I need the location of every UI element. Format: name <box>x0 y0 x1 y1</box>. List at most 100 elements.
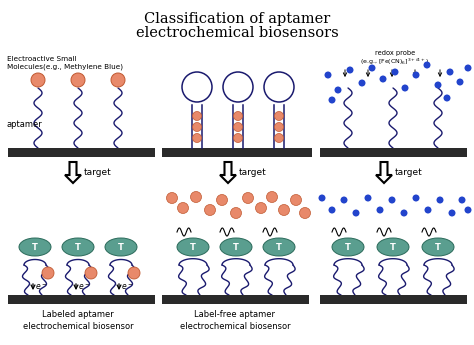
Circle shape <box>71 73 85 87</box>
Text: Classification of aptamer: Classification of aptamer <box>144 12 330 26</box>
Circle shape <box>346 67 354 73</box>
Circle shape <box>392 69 399 76</box>
Circle shape <box>328 207 336 214</box>
Circle shape <box>458 197 465 204</box>
Circle shape <box>234 122 243 131</box>
Circle shape <box>223 72 253 102</box>
Text: $e^-$: $e^-$ <box>35 282 47 292</box>
Circle shape <box>300 207 310 218</box>
Text: T: T <box>233 243 239 252</box>
Circle shape <box>31 73 45 87</box>
Circle shape <box>325 71 331 79</box>
Text: T: T <box>390 243 396 252</box>
Text: T: T <box>75 243 81 252</box>
Circle shape <box>264 72 294 102</box>
Ellipse shape <box>62 238 94 256</box>
Text: Electroactive Small
Molecules(e.g., Methylene Blue): Electroactive Small Molecules(e.g., Meth… <box>7 56 123 70</box>
Bar <box>8 148 155 157</box>
Circle shape <box>204 205 216 216</box>
Circle shape <box>425 207 431 214</box>
Circle shape <box>335 87 341 93</box>
Circle shape <box>234 111 243 120</box>
Text: T: T <box>345 243 351 252</box>
Circle shape <box>353 209 359 217</box>
Circle shape <box>340 197 347 204</box>
Circle shape <box>365 195 372 201</box>
Text: T: T <box>276 243 282 252</box>
Circle shape <box>111 73 125 87</box>
Ellipse shape <box>422 238 454 256</box>
Circle shape <box>412 195 419 201</box>
Circle shape <box>274 122 283 131</box>
FancyArrow shape <box>376 162 392 183</box>
Circle shape <box>358 79 365 87</box>
Text: T: T <box>190 243 196 252</box>
Circle shape <box>182 72 212 102</box>
Circle shape <box>266 191 277 203</box>
Circle shape <box>234 134 243 142</box>
Circle shape <box>319 195 326 201</box>
Circle shape <box>230 207 241 218</box>
Circle shape <box>423 61 430 69</box>
Circle shape <box>192 122 201 131</box>
Circle shape <box>447 69 454 76</box>
Text: $e^-$: $e^-$ <box>78 282 90 292</box>
Circle shape <box>166 193 177 204</box>
Circle shape <box>435 81 441 89</box>
Ellipse shape <box>377 238 409 256</box>
Ellipse shape <box>105 238 137 256</box>
Circle shape <box>192 111 201 120</box>
Circle shape <box>368 65 375 71</box>
Text: T: T <box>32 243 38 252</box>
Text: aptamer: aptamer <box>7 120 43 129</box>
FancyArrow shape <box>65 162 81 183</box>
Bar <box>162 295 309 304</box>
FancyArrow shape <box>220 162 236 183</box>
Circle shape <box>444 95 450 101</box>
Circle shape <box>274 134 283 142</box>
Text: (e.g., [Fe(CN)$_6$]$^{3+/4+}$): (e.g., [Fe(CN)$_6$]$^{3+/4+}$) <box>360 57 429 67</box>
Circle shape <box>376 207 383 214</box>
Circle shape <box>465 65 472 71</box>
Text: target: target <box>395 168 423 177</box>
Circle shape <box>243 193 254 204</box>
Text: $e^-$: $e^-$ <box>121 282 133 292</box>
Circle shape <box>437 197 444 204</box>
Ellipse shape <box>19 238 51 256</box>
Circle shape <box>274 111 283 120</box>
Text: target: target <box>84 168 112 177</box>
Text: electrochemical biosensors: electrochemical biosensors <box>136 26 338 40</box>
Circle shape <box>389 197 395 204</box>
Circle shape <box>380 76 386 82</box>
Circle shape <box>255 203 266 214</box>
Text: redox probe: redox probe <box>375 50 415 56</box>
Circle shape <box>192 134 201 142</box>
Bar <box>320 295 467 304</box>
Circle shape <box>128 267 140 279</box>
Circle shape <box>177 203 189 214</box>
Circle shape <box>217 195 228 206</box>
Text: target: target <box>239 168 267 177</box>
Text: T: T <box>435 243 441 252</box>
Circle shape <box>85 267 97 279</box>
Circle shape <box>412 71 419 79</box>
Circle shape <box>401 209 408 217</box>
Bar <box>162 148 312 157</box>
Bar <box>8 295 155 304</box>
Circle shape <box>191 191 201 203</box>
Circle shape <box>279 205 290 216</box>
Circle shape <box>42 267 54 279</box>
Circle shape <box>465 207 472 214</box>
Ellipse shape <box>220 238 252 256</box>
Ellipse shape <box>332 238 364 256</box>
Text: Label-free aptamer
electrochemical biosensor: Label-free aptamer electrochemical biose… <box>180 310 290 331</box>
Circle shape <box>401 85 409 91</box>
Circle shape <box>328 97 336 104</box>
Circle shape <box>291 195 301 206</box>
Text: T: T <box>118 243 124 252</box>
Ellipse shape <box>177 238 209 256</box>
Circle shape <box>456 79 464 86</box>
Ellipse shape <box>263 238 295 256</box>
Circle shape <box>448 209 456 217</box>
Bar <box>320 148 467 157</box>
